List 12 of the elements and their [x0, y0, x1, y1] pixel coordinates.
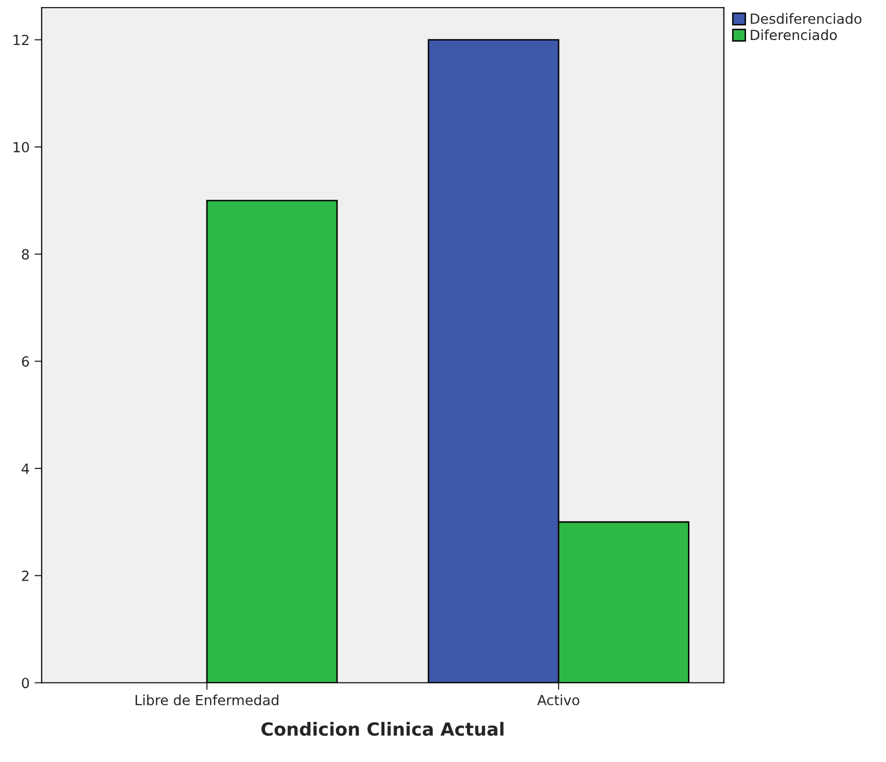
y-tick-label: 8	[22, 249, 29, 260]
y-tick-label: 6	[22, 356, 29, 367]
y-tick-label: 12	[14, 34, 28, 46]
x-axis-title: Condicion Clinica Actual	[261, 722, 504, 736]
y-tick-label: 10	[14, 142, 29, 152]
legend-label: Desdiferenciado	[750, 13, 862, 24]
legend-label: Diferenciado	[750, 29, 837, 40]
y-tick-label: 0	[22, 678, 29, 688]
x-tick-label: Libre de Enfermedad	[136, 694, 278, 706]
y-tick-label: 2	[22, 570, 28, 581]
y-tick-label: 4	[22, 464, 30, 474]
x-tick-label: Activo	[537, 694, 580, 706]
